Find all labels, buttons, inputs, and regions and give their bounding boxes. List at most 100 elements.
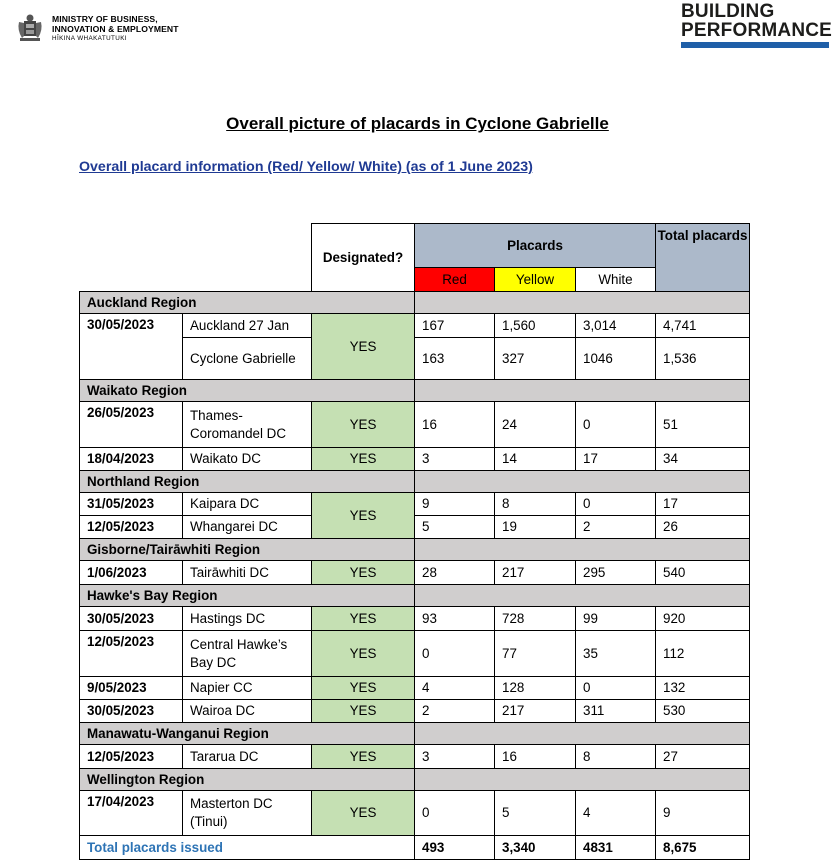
table-row: 17/04/2023 Masterton DC (Tinui) YES 0 5 … bbox=[79, 790, 750, 836]
white-cell: 1046 bbox=[575, 337, 656, 380]
yellow-cell: 217 bbox=[494, 560, 576, 585]
white-cell: 0 bbox=[575, 401, 656, 448]
total-cell: 34 bbox=[655, 447, 750, 471]
total-all: 8,675 bbox=[655, 835, 750, 860]
date-cell: 17/04/2023 bbox=[79, 790, 183, 836]
region-name: Hawke's Bay Region bbox=[79, 584, 415, 607]
designated-cell: YES bbox=[311, 447, 415, 471]
designated-cell: YES bbox=[311, 313, 415, 380]
region-row: Auckland Region bbox=[79, 291, 750, 314]
org-name-maori: HĪKINA WHAKATUTUKI bbox=[52, 35, 127, 42]
region-fill bbox=[414, 291, 750, 314]
red-cell: 3 bbox=[414, 447, 495, 471]
page-title: Overall picture of placards in Cyclone G… bbox=[226, 114, 609, 133]
council-cell: Cyclone Gabrielle bbox=[182, 337, 312, 380]
table-row: 30/05/2023 Hastings DC YES 93 728 99 920 bbox=[79, 606, 750, 631]
total-cell: 530 bbox=[655, 699, 750, 723]
total-cell: 26 bbox=[655, 515, 750, 539]
white-header: White bbox=[575, 267, 656, 292]
date-cell: 12/05/2023 bbox=[79, 515, 183, 539]
region-fill bbox=[414, 722, 750, 745]
region-name: Gisborne/Tairāwhiti Region bbox=[79, 538, 415, 561]
placards-header: Placards bbox=[414, 223, 656, 268]
total-cell: 51 bbox=[655, 401, 750, 448]
table-row: 30/05/2023 Wairoa DC YES 2 217 311 530 bbox=[79, 699, 750, 723]
brand-line1: BUILDING bbox=[681, 1, 775, 22]
white-cell: 17 bbox=[575, 447, 656, 471]
date-cell: 1/06/2023 bbox=[79, 560, 183, 585]
header-row: Designated? Placards Total placards bbox=[80, 223, 750, 292]
designated-cell: YES bbox=[311, 790, 415, 836]
date-cell: 31/05/2023 bbox=[79, 492, 183, 516]
total-cell: 9 bbox=[655, 790, 750, 836]
total-red: 493 bbox=[414, 835, 495, 860]
total-header: Total placards bbox=[655, 223, 750, 292]
white-cell: 295 bbox=[575, 560, 656, 585]
region-row: Hawke's Bay Region bbox=[79, 584, 750, 607]
white-cell: 3,014 bbox=[575, 313, 656, 338]
table-row: 12/05/2023 Central Hawke’s Bay DC YES 0 … bbox=[79, 630, 750, 677]
white-cell: 311 bbox=[575, 699, 656, 723]
red-cell: 3 bbox=[414, 744, 495, 769]
council-cell: Tairāwhiti DC bbox=[182, 560, 312, 585]
brand-line2: PERFORMANCE bbox=[681, 20, 833, 41]
yellow-cell: 128 bbox=[494, 676, 576, 700]
council-cell: Auckland 27 Jan bbox=[182, 313, 312, 338]
date-cell: 30/05/2023 bbox=[79, 699, 183, 723]
red-cell: 4 bbox=[414, 676, 495, 700]
total-cell: 112 bbox=[655, 630, 750, 677]
white-cell: 0 bbox=[575, 676, 656, 700]
blank-subheader-cell bbox=[80, 268, 312, 292]
yellow-cell: 16 bbox=[494, 744, 576, 769]
placards-table: Designated? Placards Total placards Red … bbox=[79, 223, 750, 860]
yellow-cell: 8 bbox=[494, 492, 576, 516]
date-cell: 9/05/2023 bbox=[79, 676, 183, 700]
red-cell: 167 bbox=[414, 313, 495, 338]
mbie-logo: MINISTRY OF BUSINESS, INNOVATION & EMPLO… bbox=[16, 12, 179, 44]
org-name-line2: INNOVATION & EMPLOYMENT bbox=[52, 24, 179, 34]
blank-header-cell bbox=[80, 224, 312, 268]
red-cell: 9 bbox=[414, 492, 495, 516]
region-name: Waikato Region bbox=[79, 379, 415, 402]
subheader-row: Red Yellow White bbox=[80, 267, 750, 292]
white-cell: 4 bbox=[575, 790, 656, 836]
total-white: 4831 bbox=[575, 835, 656, 860]
table-row: 26/05/2023 Thames-Coromandel DC YES 16 2… bbox=[79, 401, 750, 448]
red-cell: 163 bbox=[414, 337, 495, 380]
table-row: 12/05/2023 Tararua DC YES 3 16 8 27 bbox=[79, 744, 750, 769]
totals-label: Total placards issued bbox=[79, 835, 415, 860]
designated-header: Designated? bbox=[311, 223, 415, 292]
red-cell: 2 bbox=[414, 699, 495, 723]
yellow-cell: 14 bbox=[494, 447, 576, 471]
section-subtitle: Overall placard information (Red/ Yellow… bbox=[79, 159, 533, 175]
region-row: Wellington Region bbox=[79, 768, 750, 791]
designated-cell: YES bbox=[311, 744, 415, 769]
total-cell: 132 bbox=[655, 676, 750, 700]
red-cell: 0 bbox=[414, 630, 495, 677]
table-row: 31/05/2023 Kaipara DC YES 9 8 0 17 bbox=[79, 492, 750, 539]
brand-rule bbox=[681, 42, 829, 48]
white-cell: 0 bbox=[575, 492, 656, 516]
designated-cell: YES bbox=[311, 676, 415, 700]
org-name-line1: MINISTRY OF BUSINESS, bbox=[52, 14, 158, 24]
designated-cell: YES bbox=[311, 630, 415, 677]
yellow-cell: 5 bbox=[494, 790, 576, 836]
council-cell: Napier CC bbox=[182, 676, 312, 700]
region-row: Manawatu-Wanganui Region bbox=[79, 722, 750, 745]
yellow-cell: 217 bbox=[494, 699, 576, 723]
table-row: 1/06/2023 Tairāwhiti DC YES 28 217 295 5… bbox=[79, 560, 750, 585]
total-cell: 17 bbox=[655, 492, 750, 516]
red-cell: 28 bbox=[414, 560, 495, 585]
council-cell: Waikato DC bbox=[182, 447, 312, 471]
table-row: 12/05/2023 Whangarei DC 5 19 2 26 bbox=[79, 515, 750, 539]
white-cell: 8 bbox=[575, 744, 656, 769]
red-header: Red bbox=[414, 267, 495, 292]
table-row: 30/05/2023 Auckland 27 Jan YES 167 1,560… bbox=[79, 313, 750, 380]
region-name: Manawatu-Wanganui Region bbox=[79, 722, 415, 745]
council-cell: Tararua DC bbox=[182, 744, 312, 769]
date-cell: 12/05/2023 bbox=[79, 744, 183, 769]
coat-of-arms-icon bbox=[18, 14, 42, 41]
region-fill bbox=[414, 470, 750, 493]
yellow-cell: 1,560 bbox=[494, 313, 576, 338]
date-cell: 18/04/2023 bbox=[79, 447, 183, 471]
